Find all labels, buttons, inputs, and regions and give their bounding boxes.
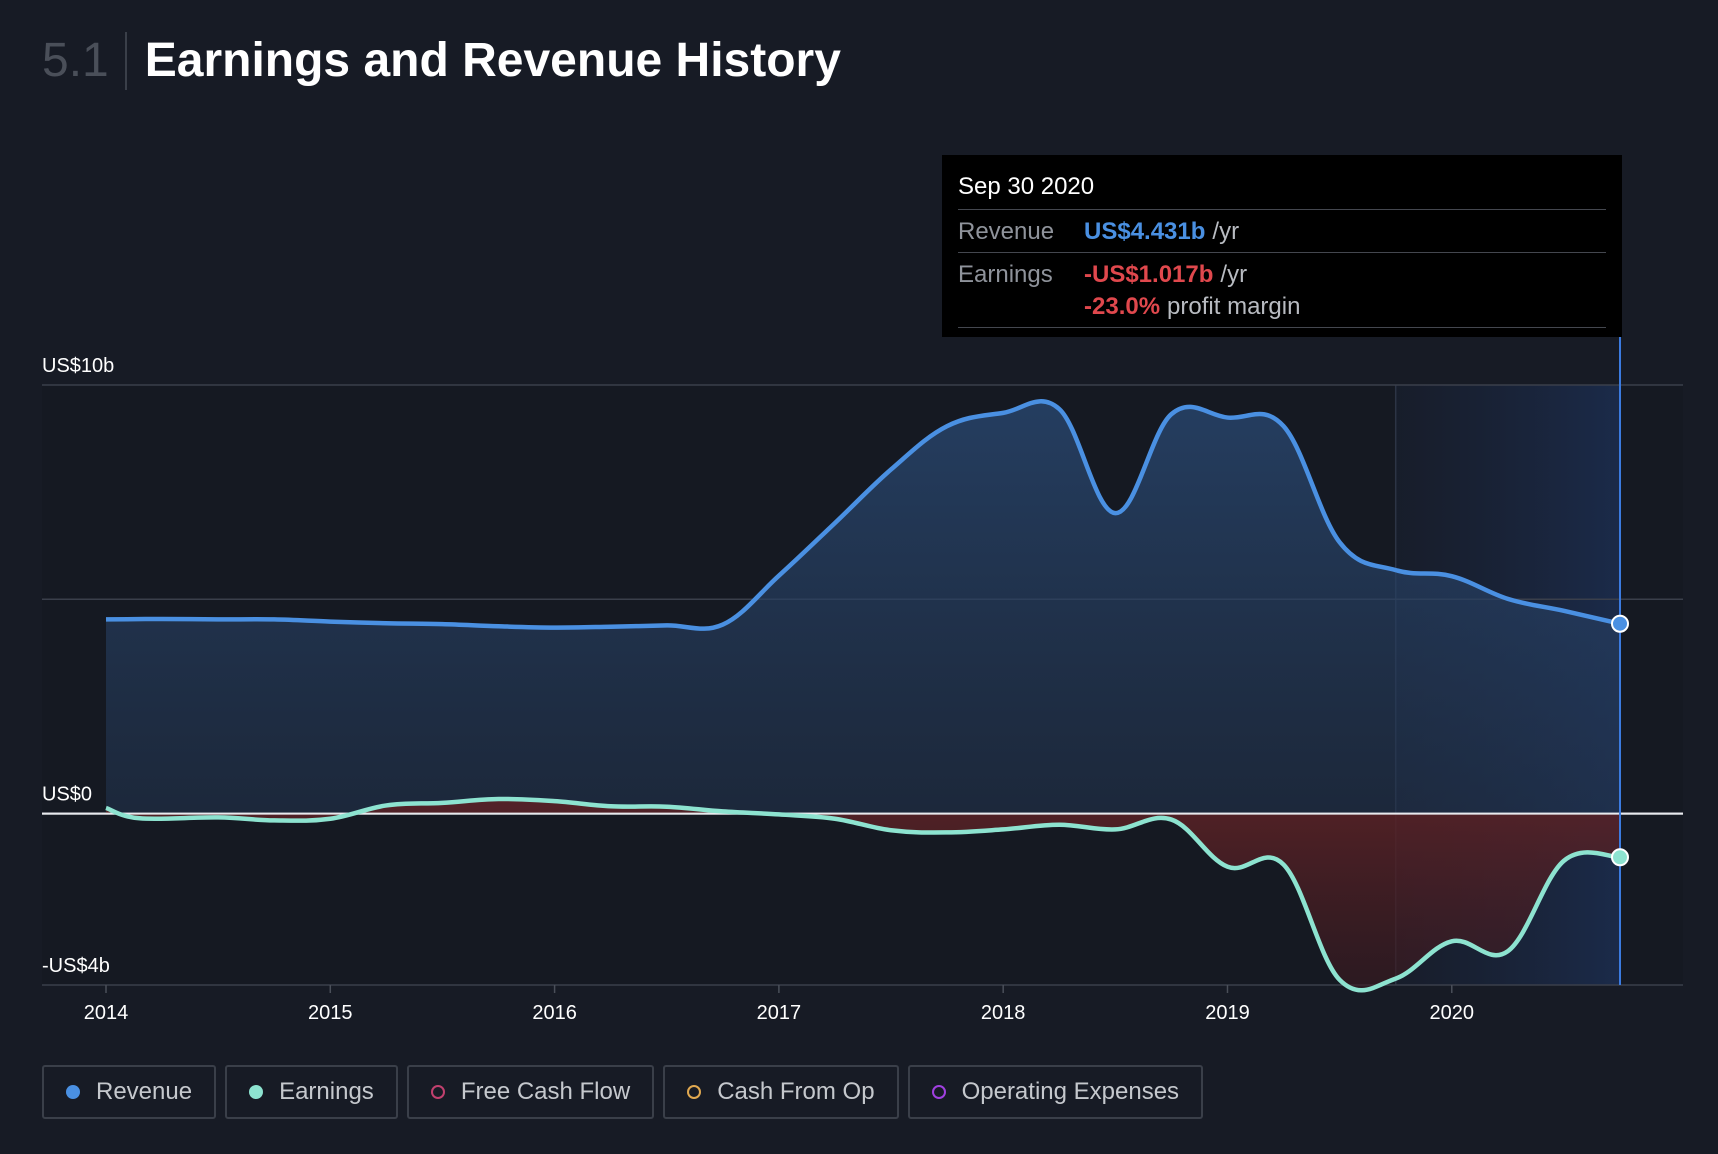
tooltip-margin-label: profit margin bbox=[1167, 293, 1301, 320]
tooltip-date: Sep 30 2020 bbox=[958, 173, 1606, 210]
tooltip-revenue-label: Revenue bbox=[958, 218, 1055, 245]
legend-free-cash-flow[interactable]: Free Cash Flow bbox=[406, 1065, 655, 1119]
revenue-line bbox=[105, 399, 1621, 631]
legend-cash-from-op-label: Cash From Op bbox=[717, 1078, 875, 1105]
legend-operating-expenses[interactable]: Operating Expenses bbox=[907, 1065, 1204, 1119]
legend-earnings-label: Earnings bbox=[279, 1078, 374, 1105]
revenue-end-marker bbox=[1611, 614, 1629, 633]
section-number: 5.1 bbox=[42, 32, 127, 90]
y-tick-label: -US$4b bbox=[42, 955, 110, 977]
tooltip-revenue-unit: /yr bbox=[1212, 218, 1240, 245]
earnings-line bbox=[105, 796, 1621, 993]
legend-operating-expenses-dot bbox=[931, 1085, 946, 1099]
tooltip-earnings-value: -US$1.017b bbox=[1084, 261, 1214, 288]
legend-earnings-dot bbox=[249, 1085, 264, 1099]
legend-operating-expenses-label: Operating Expenses bbox=[961, 1078, 1180, 1105]
x-tick-label: 2017 bbox=[757, 1002, 802, 1024]
chart-tooltip: Sep 30 2020 Revenue US$4.431b /yr Earnin… bbox=[942, 155, 1622, 337]
x-tick-label: 2018 bbox=[981, 1002, 1026, 1024]
legend-revenue-label: Revenue bbox=[96, 1078, 193, 1105]
legend-earnings[interactable]: Earnings bbox=[225, 1065, 398, 1119]
legend-free-cash-flow-label: Free Cash Flow bbox=[460, 1078, 631, 1105]
x-tick-label: 2014 bbox=[84, 1002, 129, 1024]
legend-free-cash-flow-dot bbox=[430, 1085, 445, 1099]
x-tick-label: 2019 bbox=[1205, 1002, 1250, 1024]
earnings-end-marker bbox=[1611, 848, 1629, 867]
y-tick-label: US$0 bbox=[42, 784, 92, 806]
chart-legend: Revenue Earnings Free Cash Flow Cash Fro… bbox=[42, 1065, 1212, 1119]
tooltip-earnings-label: Earnings bbox=[958, 261, 1053, 288]
tooltip-margin-value: -23.0% bbox=[1084, 293, 1161, 320]
tooltip-margin-row: -23.0% profit margin bbox=[958, 291, 1606, 328]
tooltip-earnings-row: Earnings -US$1.017b /yr bbox=[958, 253, 1606, 291]
tooltip-revenue-row: Revenue US$4.431b /yr bbox=[958, 210, 1606, 253]
tooltip-revenue-value: US$4.431b bbox=[1084, 218, 1206, 245]
x-tick-label: 2016 bbox=[532, 1002, 577, 1024]
revenue-area bbox=[106, 401, 1620, 814]
legend-revenue[interactable]: Revenue bbox=[42, 1065, 217, 1119]
x-tick-label: 2020 bbox=[1430, 1002, 1475, 1024]
x-tick-label: 2015 bbox=[308, 1002, 353, 1024]
tooltip-earnings-unit: /yr bbox=[1220, 261, 1248, 288]
y-tick-label: US$10b bbox=[42, 355, 114, 377]
legend-cash-from-op-dot bbox=[687, 1085, 702, 1099]
chart-header: 5.1 Earnings and Revenue History bbox=[42, 30, 841, 92]
earnings-area bbox=[106, 798, 1620, 991]
legend-cash-from-op[interactable]: Cash From Op bbox=[663, 1065, 899, 1119]
page-title: Earnings and Revenue History bbox=[144, 34, 841, 87]
legend-revenue-dot bbox=[66, 1085, 80, 1099]
